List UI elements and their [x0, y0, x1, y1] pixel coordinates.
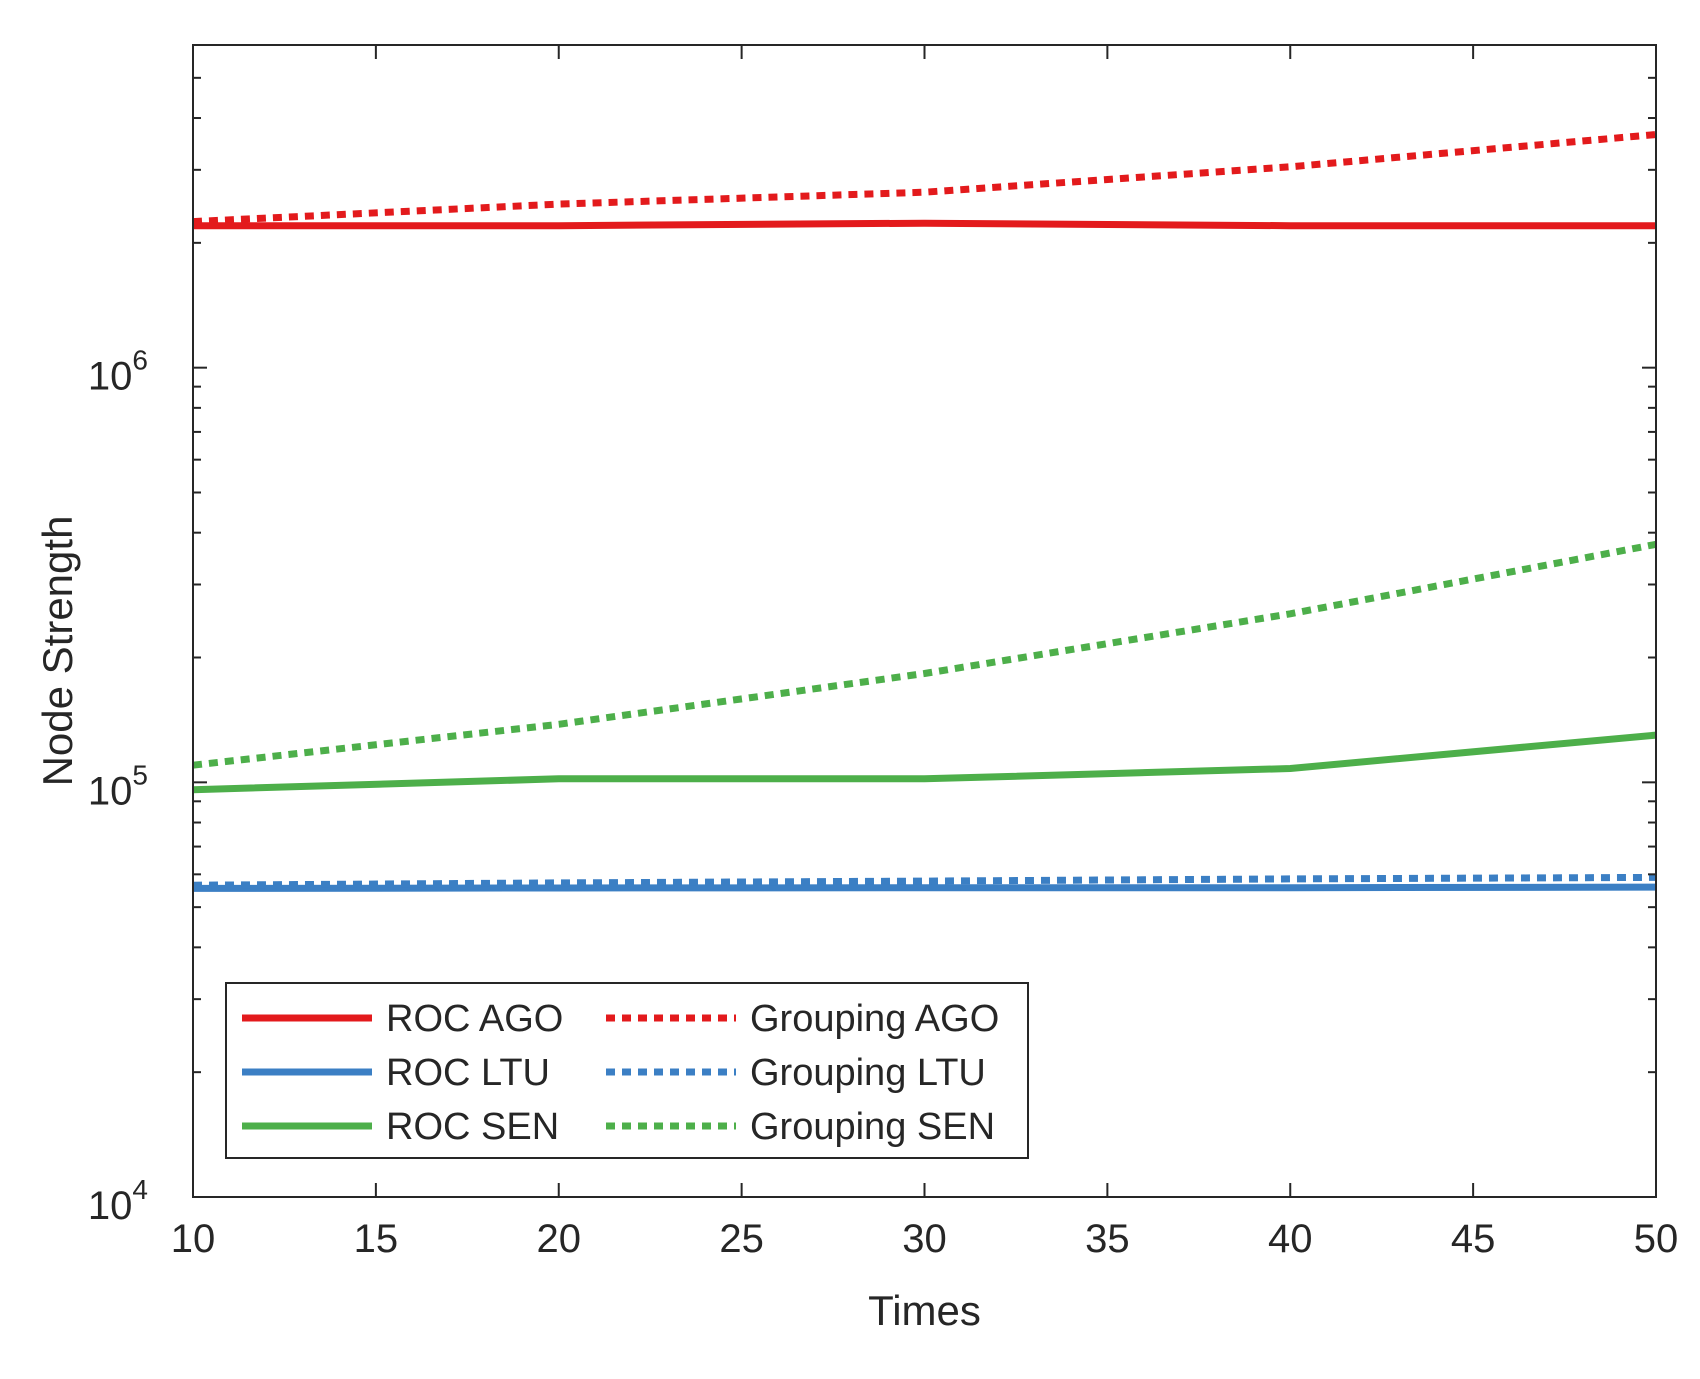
y-tick-label: 104 — [88, 1174, 148, 1228]
axis-ticks — [192, 44, 1657, 1198]
x-axis-title: Times — [868, 1287, 981, 1334]
x-tick-label: 15 — [354, 1217, 399, 1261]
x-tick-label: 45 — [1451, 1217, 1496, 1261]
series-line-roc-sen — [192, 731, 1657, 794]
x-tick-label: 40 — [1268, 1217, 1313, 1261]
legend-label: ROC AGO — [386, 998, 563, 1040]
x-tick-label: 50 — [1634, 1217, 1679, 1261]
y-tick-labels: 104 105 106 — [88, 345, 148, 1228]
x-tick-label: 20 — [537, 1217, 582, 1261]
x-tick-label: 30 — [902, 1217, 947, 1261]
y-axis-title: Node Strength — [34, 516, 81, 787]
x-tick-label: 25 — [719, 1217, 764, 1261]
legend-label: ROC LTU — [386, 1052, 550, 1094]
x-tick-labels: 10 15 20 25 30 35 40 45 50 — [171, 1217, 1679, 1261]
y-tick-label: 105 — [88, 759, 148, 813]
legend-label: Grouping SEN — [750, 1106, 995, 1148]
x-tick-label: 10 — [171, 1217, 216, 1261]
plot-lines — [192, 131, 1657, 892]
series-line-grouping-sen — [192, 540, 1657, 769]
legend-label: ROC SEN — [386, 1106, 559, 1148]
series-line-grouping-ltu — [192, 873, 1657, 889]
legend: ROC AGO Grouping AGO ROC LTU Grouping LTU RO… — [225, 982, 1029, 1159]
series-line-roc-ltu — [192, 883, 1657, 892]
series-line-grouping-ago — [192, 131, 1657, 226]
series-line-roc-ago — [193, 219, 1656, 230]
legend-label: Grouping LTU — [750, 1052, 986, 1094]
x-tick-label: 35 — [1085, 1217, 1130, 1261]
y-tick-label: 106 — [88, 345, 148, 399]
legend-label: Grouping AGO — [750, 998, 999, 1040]
